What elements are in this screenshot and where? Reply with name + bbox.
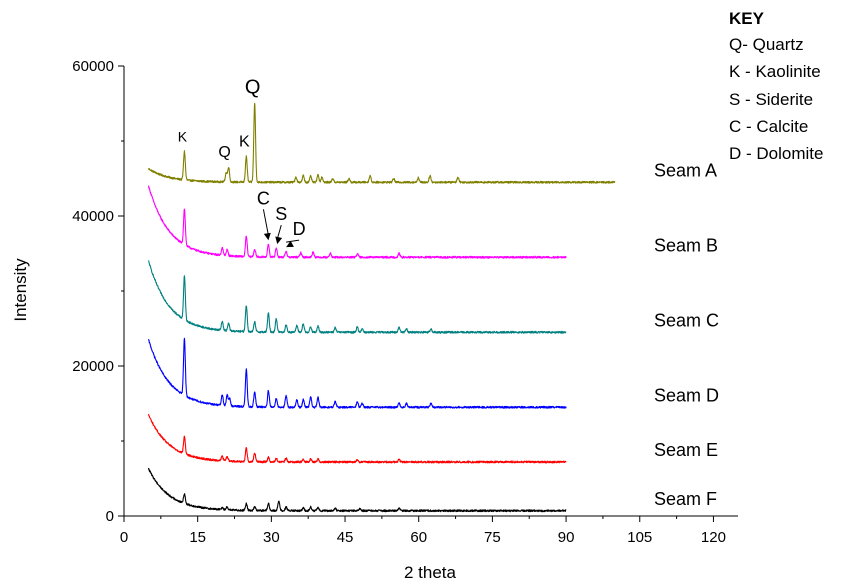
key-legend: KEY Q- Quartz K - Kaolinite S - Siderite… [729, 9, 823, 163]
peak-label-s: S [275, 204, 287, 224]
y-tick-label: 40000 [72, 208, 114, 225]
key-entry-siderite: S - Siderite [729, 90, 813, 109]
y-tick-label: 60000 [72, 58, 114, 75]
key-entry-calcite: C - Calcite [729, 117, 808, 136]
series-line-seam-d [149, 338, 567, 408]
x-tick-label: 15 [189, 529, 206, 546]
series-label-seam-f: Seam F [654, 489, 717, 509]
series-label-seam-b: Seam B [654, 235, 718, 255]
key-entry-kaolinite: K - Kaolinite [729, 62, 821, 81]
key-title: KEY [729, 9, 765, 28]
peak-arrow-head [275, 237, 282, 245]
key-entry-quartz: Q- Quartz [729, 35, 804, 54]
peak-label-d: D [293, 219, 306, 239]
series-line-seam-f [149, 468, 567, 512]
series-layer [149, 103, 616, 511]
series-label-seam-a: Seam A [654, 160, 717, 180]
peak-label-q: Q [218, 144, 230, 161]
peak-label-q: Q [245, 76, 261, 98]
peak-label-k: K [239, 134, 250, 151]
peak-arrow-head [264, 233, 271, 240]
series-line-seam-e [149, 414, 567, 463]
peak-arrow-line [286, 240, 299, 242]
series-label-seam-e: Seam E [654, 440, 718, 460]
y-tick-label: 20000 [72, 358, 114, 375]
x-tick-label: 120 [701, 529, 726, 546]
x-tick-label: 45 [337, 529, 354, 546]
series-label-seam-c: Seam C [654, 310, 719, 330]
peak-label-k: K [178, 128, 188, 144]
key-entry-dolomite: D - Dolomite [729, 144, 823, 163]
series-line-seam-b [149, 186, 567, 259]
peak-arrow-line [277, 225, 281, 239]
x-tick-label: 105 [627, 529, 652, 546]
y-axis-title: Intensity [11, 258, 30, 322]
series-line-seam-c [149, 260, 567, 333]
axes-layer: 0 15 30 45 60 75 90 105 120 0 20000 40000 60000 [72, 58, 738, 546]
series-label-layer: Seam A Seam B Seam C Seam D Seam E Seam F [654, 160, 719, 509]
x-tick-label: 0 [120, 529, 128, 546]
x-axis-title: 2 theta [404, 563, 457, 582]
y-tick-label: 0 [106, 508, 114, 525]
x-tick-label: 30 [263, 529, 280, 546]
x-tick-label: 75 [484, 529, 501, 546]
x-tick-label: 60 [410, 529, 427, 546]
series-label-seam-d: Seam D [654, 385, 719, 405]
x-tick-label: 90 [558, 529, 575, 546]
peak-label-c: C [257, 188, 270, 208]
peak-arrow-line [263, 209, 268, 235]
